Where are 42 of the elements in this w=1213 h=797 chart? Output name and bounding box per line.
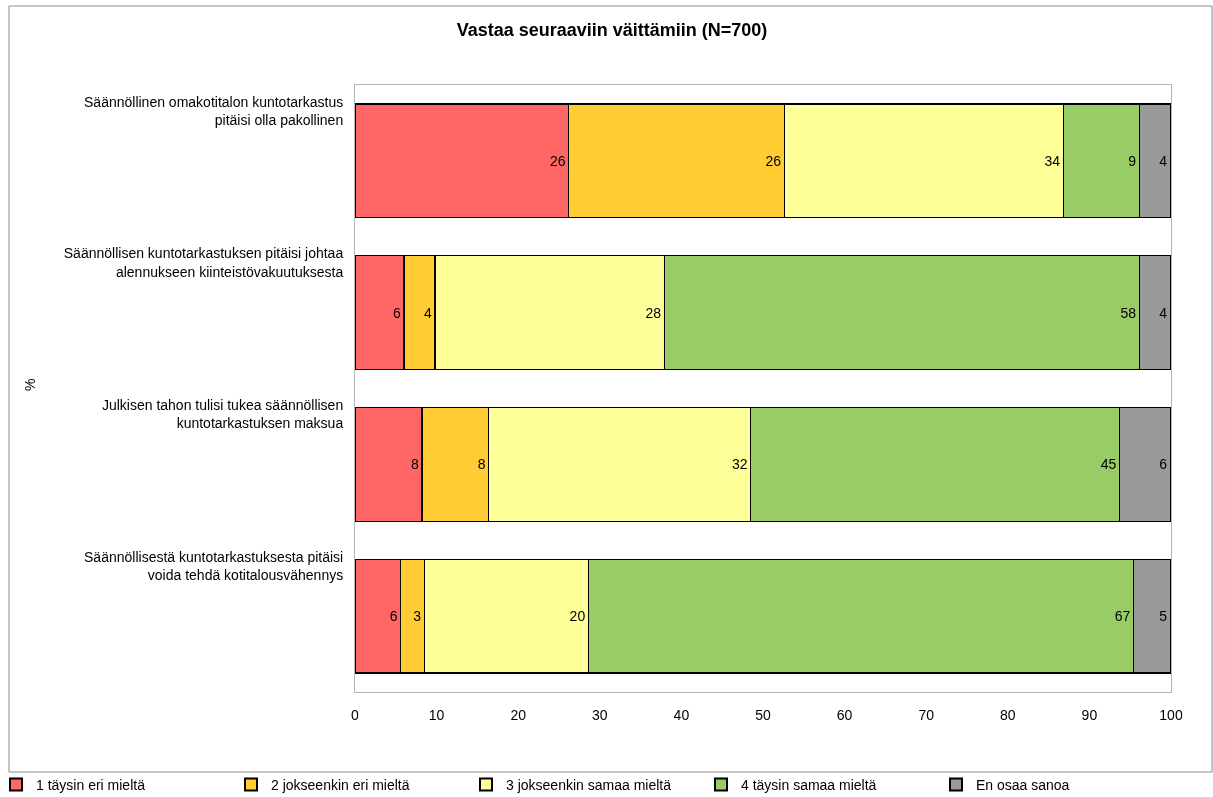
legend-label: En osaa sanoa: [976, 777, 1070, 794]
data-label: 6: [392, 304, 401, 321]
data-label: 5: [1159, 608, 1168, 625]
data-label: 3: [413, 608, 422, 625]
y-axis-title: %: [22, 378, 38, 391]
legend-label: 1 täysin eri mieltä: [36, 777, 146, 794]
data-label: 28: [645, 304, 662, 321]
data-label: 67: [1114, 608, 1131, 625]
data-label: 34: [1044, 152, 1061, 169]
legend-label: 3 jokseenkin samaa mieltä: [506, 777, 672, 794]
data-label: 8: [477, 456, 486, 473]
legend-label: 2 jokseenkin eri mieltä: [271, 777, 410, 794]
data-label: 26: [550, 152, 566, 169]
chart-title: Vastaa seuraaviin väittämiin (N=700): [456, 20, 768, 41]
y-tick-label: Säännöllisestä kuntotarkastuksesta pitäisi voida tehdä kotitalousvähennys: [84, 548, 344, 584]
x-tick-label: 30: [592, 706, 608, 723]
y-tick-label: Säännöllinen omakotitalon kuntotarkastus pitäisi olla pakollinen: [84, 93, 344, 128]
data-label: 32: [731, 456, 748, 473]
y-tick-label: Julkisen tahon tulisi tukea säännöllisen kuntotarkastuksen maksua: [101, 397, 344, 432]
x-tick-label: 90: [1081, 706, 1098, 723]
legend-label: 4 täysin samaa mieltä: [741, 777, 877, 794]
x-tick-label: 60: [836, 706, 853, 723]
data-label: 26: [765, 152, 782, 169]
x-tick-label: 50: [755, 706, 771, 723]
data-label: 4: [1159, 152, 1168, 169]
x-tick-label: 100: [1159, 706, 1183, 723]
data-label: 45: [1100, 456, 1117, 473]
data-label: 4: [423, 304, 432, 321]
x-tick-label: 40: [673, 706, 690, 723]
data-label: 6: [1159, 456, 1168, 473]
x-tick-label: 80: [1000, 706, 1016, 723]
x-tick-label: 10: [428, 706, 445, 723]
x-tick-label: 0: [351, 706, 360, 723]
data-label: 8: [410, 456, 419, 473]
data-label: 9: [1128, 152, 1137, 169]
data-label: 4: [1159, 304, 1168, 321]
y-tick-label: Säännöllisen kuntotarkastuksen pitäisi johtaa alennukseen kiinteistövakuutuksesta: [63, 245, 344, 280]
data-label: 20: [569, 608, 586, 625]
x-tick-label: 20: [510, 706, 527, 723]
data-label: 6: [389, 608, 398, 625]
data-label: 58: [1120, 304, 1137, 321]
x-tick-label: 70: [918, 706, 935, 723]
